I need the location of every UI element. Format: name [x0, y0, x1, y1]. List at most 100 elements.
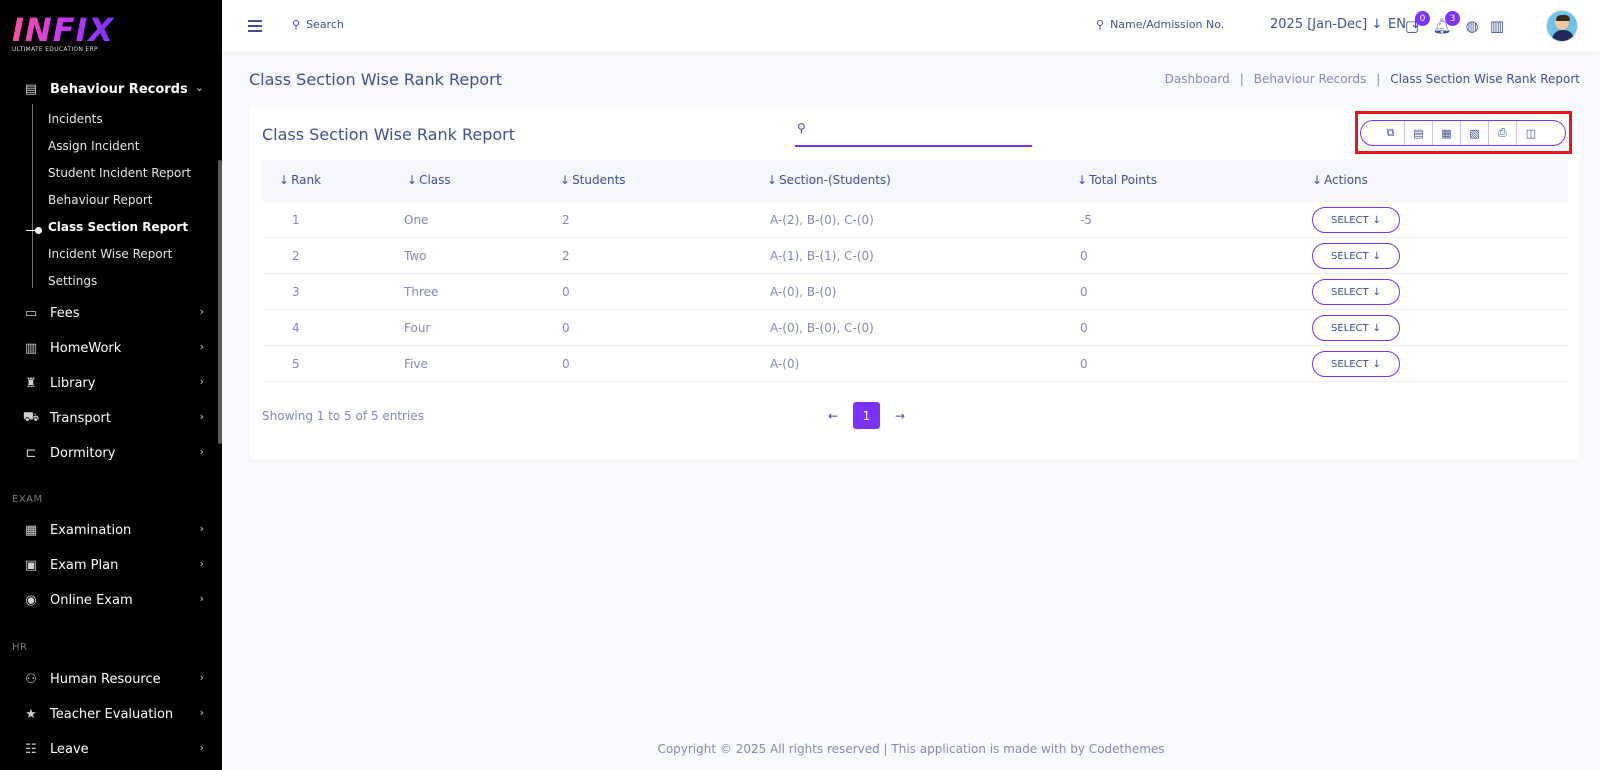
- menu-toggle-icon[interactable]: [248, 20, 262, 35]
- language-select[interactable]: EN ↓: [1388, 17, 1421, 32]
- sidebar-item-examination[interactable]: ▦ Examination ›: [22, 519, 204, 541]
- sidebar-item-behaviour-records[interactable]: ▤ Behaviour Records ⌄: [22, 78, 204, 100]
- sidebar: INFIX ULTIMATE EDUCATION ERP ▤ Behaviour…: [0, 0, 222, 770]
- cell-class: Two: [404, 249, 427, 263]
- column-header-actions[interactable]: ↓ Actions: [1312, 173, 1368, 187]
- entries-info: Showing 1 to 5 of 5 entries: [262, 409, 424, 423]
- column-header-students[interactable]: ↓ Students: [560, 173, 626, 187]
- cell-students: 2: [562, 249, 570, 263]
- column-header-total-points[interactable]: ↓ Total Points: [1077, 173, 1157, 187]
- cell-total-points: -5: [1080, 213, 1092, 227]
- copy-button[interactable]: ⧉: [1377, 121, 1405, 145]
- sidebar-item-label: Teacher Evaluation: [50, 706, 174, 722]
- sidebar-item-label: Human Resource: [50, 671, 161, 687]
- select-button[interactable]: SELECT ↓: [1312, 243, 1400, 269]
- sidebar-item-transport[interactable]: ⛟ Transport ›: [22, 407, 204, 429]
- csv-button[interactable]: ▦: [1433, 121, 1461, 145]
- sidebar-item-fees[interactable]: ▭ Fees ›: [22, 302, 204, 324]
- sidebar-item-online-exam[interactable]: ◉ Online Exam ›: [22, 589, 204, 611]
- csv-icon: ▦: [1441, 126, 1452, 140]
- messages-button[interactable]: ▢ 0: [1402, 11, 1430, 36]
- select-label: SELECT: [1330, 250, 1369, 262]
- notifications-button[interactable]: 🔔︎ 3: [1432, 11, 1460, 36]
- sidebar-item-label: Leave: [50, 741, 89, 757]
- section-label-hr: HR: [12, 642, 28, 653]
- chart-icon: ▥: [1489, 17, 1505, 35]
- academic-year-select[interactable]: 2025 [Jan-Dec] ↓: [1270, 17, 1382, 32]
- pdf-icon: ▧: [1469, 126, 1480, 140]
- language-value: EN: [1388, 17, 1406, 32]
- column-header-rank[interactable]: ↓ Rank: [279, 173, 321, 187]
- table-search-input[interactable]: ⚲: [795, 117, 1032, 147]
- sidebar-item-label: HomeWork: [50, 340, 122, 356]
- header-search[interactable]: ⚲ Search: [292, 18, 344, 31]
- sidebar-subitem-assign-incident[interactable]: Assign Incident: [48, 139, 140, 153]
- page-number[interactable]: 1: [853, 402, 880, 429]
- sidebar-subitem-incident-wise-report[interactable]: Incident Wise Report: [48, 247, 173, 261]
- sidebar-item-human-resource[interactable]: ⚇ Human Resource ›: [22, 668, 204, 690]
- sidebar-subitem-behaviour-report[interactable]: Behaviour Report: [48, 193, 153, 207]
- select-label: SELECT: [1330, 286, 1369, 298]
- column-header-class[interactable]: ↓ Class: [407, 173, 451, 187]
- copy-icon: ⧉: [1386, 126, 1395, 139]
- select-button[interactable]: SELECT ↓: [1312, 279, 1400, 305]
- reports-button[interactable]: ▥: [1487, 16, 1507, 36]
- sidebar-scrollbar[interactable]: [218, 160, 222, 444]
- sidebar-item-library[interactable]: ♜ Library ›: [22, 372, 204, 394]
- columns-icon: ◫: [1525, 126, 1537, 140]
- export-toolbar: ⧉ ▤ ▦ ▧ ⎙ ◫: [1360, 120, 1566, 146]
- excel-button[interactable]: ▤: [1405, 121, 1433, 145]
- column-header-sections[interactable]: ↓ Section-(Students): [767, 173, 891, 187]
- avatar[interactable]: [1546, 10, 1578, 42]
- sidebar-subitem-incidents[interactable]: Incidents: [48, 112, 103, 126]
- next-page-icon[interactable]: →: [894, 408, 906, 423]
- printer-icon: ⎙: [1498, 126, 1507, 139]
- header-search-label: Search: [306, 18, 344, 31]
- table-row: 1 One 2 A-(2), B-(0), C-(0) -5 SELECT ↓: [262, 202, 1568, 238]
- arrow-down-icon: ↓: [1372, 286, 1382, 298]
- select-label: SELECT: [1330, 214, 1369, 226]
- sidebar-item-teacher-evaluation[interactable]: ★ Teacher Evaluation ›: [22, 703, 204, 725]
- chevron-right-icon: ›: [199, 375, 204, 388]
- footer-copyright: Copyright © 2025 All rights reserved | T…: [657, 742, 1165, 756]
- cell-rank: 4: [292, 321, 300, 335]
- document-icon: ▤: [24, 81, 38, 97]
- sidebar-subitem-student-incident-report[interactable]: Student Incident Report: [48, 166, 192, 180]
- cell-sections: A-(0): [770, 357, 800, 371]
- page-title: Class Section Wise Rank Report: [249, 70, 502, 89]
- export-tools-highlight: [1355, 111, 1572, 154]
- cell-total-points: 0: [1080, 321, 1088, 335]
- select-button[interactable]: SELECT ↓: [1312, 207, 1400, 233]
- print-button[interactable]: ⎙: [1489, 121, 1517, 145]
- sidebar-item-homework[interactable]: ▥ HomeWork ›: [22, 337, 204, 359]
- sidebar-item-leave[interactable]: ☷ Leave ›: [22, 738, 204, 760]
- sidebar-item-dormitory[interactable]: ⊏ Dormitory ›: [22, 442, 204, 464]
- website-button[interactable]: ◍: [1462, 16, 1482, 36]
- sidebar-subitem-settings[interactable]: Settings: [48, 274, 98, 288]
- previous-page-icon[interactable]: ←: [827, 408, 839, 423]
- sidebar-subitem-class-section-report[interactable]: Class Section Report: [48, 220, 189, 234]
- chevron-right-icon: ›: [199, 305, 204, 318]
- cell-rank: 2: [292, 249, 300, 263]
- chevron-right-icon: ›: [199, 706, 204, 719]
- sidebar-item-label: Exam Plan: [50, 557, 119, 573]
- cell-rank: 5: [292, 357, 300, 371]
- breadcrumb-behaviour-records[interactable]: Behaviour Records: [1253, 72, 1367, 86]
- breadcrumb-dashboard[interactable]: Dashboard: [1164, 72, 1230, 86]
- chevron-right-icon: ›: [199, 410, 204, 423]
- notifications-badge: 3: [1445, 11, 1460, 26]
- messages-badge: 0: [1415, 11, 1430, 26]
- breadcrumb: Dashboard | Behaviour Records | Class Se…: [1165, 72, 1580, 86]
- search-icon: ⚲: [797, 121, 806, 135]
- section-label-exam: EXAM: [12, 494, 43, 505]
- column-visibility-button[interactable]: ◫: [1517, 121, 1545, 145]
- logo[interactable]: INFIX ULTIMATE EDUCATION ERP: [12, 12, 114, 53]
- breadcrumb-current: Class Section Wise Rank Report: [1390, 72, 1580, 86]
- book-icon: ▥: [24, 340, 38, 356]
- sidebar-item-exam-plan[interactable]: ▣ Exam Plan ›: [22, 554, 204, 576]
- sort-arrow-icon: ↓: [279, 173, 290, 187]
- admission-search[interactable]: ⚲ Name/Admission No.: [1096, 18, 1224, 31]
- select-button[interactable]: SELECT ↓: [1312, 351, 1400, 377]
- pdf-button[interactable]: ▧: [1461, 121, 1489, 145]
- select-button[interactable]: SELECT ↓: [1312, 315, 1400, 341]
